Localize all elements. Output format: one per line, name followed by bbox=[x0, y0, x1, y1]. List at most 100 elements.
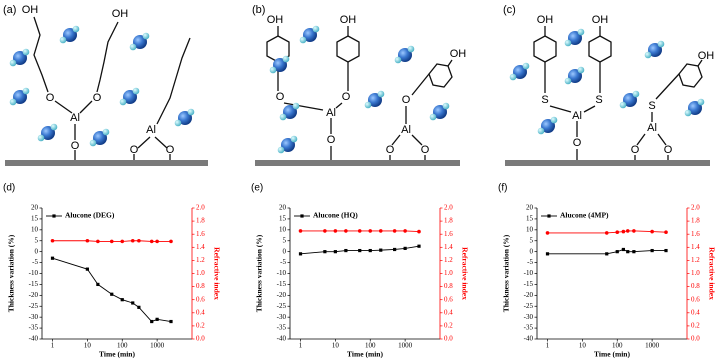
y-tick-label: -40 bbox=[277, 335, 287, 343]
y2-axis-title: Refractive index bbox=[707, 247, 716, 300]
y-tick-label: -30 bbox=[524, 313, 534, 321]
water bbox=[564, 28, 585, 47]
series-line bbox=[300, 230, 420, 233]
bonds bbox=[54, 100, 93, 160]
marker bbox=[368, 248, 372, 253]
water bbox=[509, 62, 530, 81]
water bbox=[619, 90, 640, 109]
marker bbox=[378, 229, 383, 233]
marker bbox=[333, 229, 338, 233]
marker bbox=[85, 267, 89, 271]
atom-label: OH bbox=[450, 48, 467, 60]
x-tick-label: 1 bbox=[299, 342, 303, 350]
marker bbox=[621, 229, 626, 234]
y2-tick-label: 1.8 bbox=[444, 217, 453, 225]
panel-label: (f) bbox=[498, 183, 507, 194]
y2-tick-label: 0.2 bbox=[444, 322, 453, 330]
y2-tick-label: 1.6 bbox=[691, 230, 700, 238]
water bbox=[537, 116, 558, 135]
marker bbox=[96, 239, 100, 244]
atom-label: O bbox=[166, 144, 175, 156]
y-tick-label: -15 bbox=[277, 280, 287, 288]
marker bbox=[85, 238, 90, 243]
y-tick-label: 5 bbox=[35, 236, 39, 244]
marker bbox=[96, 282, 100, 287]
marker bbox=[615, 230, 620, 235]
panel-label: (a) bbox=[3, 4, 16, 16]
y-tick-label: -15 bbox=[524, 280, 534, 288]
y2-tick-label: 1.6 bbox=[196, 230, 205, 238]
marker bbox=[169, 319, 173, 324]
y2-tick-label: 0.0 bbox=[444, 335, 453, 343]
y-tick-label: 5 bbox=[283, 236, 287, 244]
series-line bbox=[52, 257, 172, 323]
y-tick-label: -25 bbox=[29, 302, 39, 310]
diagram-a: (a) OH OH O O Al O Al O O bbox=[3, 4, 208, 166]
legend-label: Alucone (DEG) bbox=[65, 211, 115, 220]
x-tick-label: 1000 bbox=[150, 342, 165, 350]
marker bbox=[604, 231, 609, 235]
atom-label: O bbox=[573, 137, 582, 149]
series-line bbox=[547, 248, 667, 255]
y2-tick-label: 2.0 bbox=[196, 204, 205, 212]
y2-tick-label: 1.0 bbox=[691, 269, 700, 277]
atom-label: O bbox=[631, 144, 640, 156]
atom-label: OH bbox=[22, 4, 39, 16]
y-tick-label: 20 bbox=[31, 204, 39, 212]
bonds bbox=[277, 26, 453, 160]
diagram-c: (c) OH OH OH S S Al O S Al O O bbox=[503, 4, 714, 166]
marker bbox=[155, 317, 159, 321]
marker bbox=[632, 229, 636, 233]
atom-label: Al bbox=[70, 112, 80, 124]
diagram-b: (b) OH OH OH O O Al O O Al O O bbox=[252, 4, 466, 166]
ring bbox=[588, 35, 612, 63]
y2-tick-label: 0.2 bbox=[691, 322, 700, 330]
y-tick-label: -20 bbox=[277, 291, 287, 299]
marker bbox=[545, 231, 550, 235]
atom-label: OH bbox=[537, 14, 554, 26]
atom-label: Al bbox=[572, 110, 582, 122]
legend-marker bbox=[300, 214, 304, 218]
bonds bbox=[133, 37, 191, 160]
water bbox=[684, 98, 705, 117]
water bbox=[129, 32, 150, 51]
series-line bbox=[300, 245, 420, 255]
marker bbox=[298, 252, 303, 256]
marker bbox=[632, 250, 636, 254]
marker bbox=[621, 247, 625, 252]
marker bbox=[169, 239, 173, 244]
marker bbox=[50, 238, 55, 243]
panel-label: (e) bbox=[251, 183, 263, 194]
chain bbox=[33, 16, 49, 93]
atom-label: Al bbox=[647, 122, 657, 134]
atom-label: O bbox=[664, 144, 673, 156]
y2-tick-label: 1.2 bbox=[196, 256, 205, 264]
y2-tick-label: 0.4 bbox=[444, 308, 453, 316]
y-tick-label: 20 bbox=[526, 204, 534, 212]
marker bbox=[120, 298, 124, 302]
x-axis-title: Time (min) bbox=[347, 350, 383, 359]
atom-label: OH bbox=[112, 8, 129, 20]
x-axis-title: Time (min) bbox=[594, 350, 630, 359]
water bbox=[9, 48, 30, 67]
x-tick-label: 100 bbox=[365, 342, 376, 350]
atom-label: O bbox=[71, 140, 80, 152]
marker bbox=[155, 239, 159, 244]
water bbox=[279, 102, 300, 121]
marker bbox=[650, 248, 654, 253]
marker bbox=[403, 229, 407, 233]
y2-tick-label: 1.4 bbox=[196, 243, 205, 251]
y-tick-label: -20 bbox=[29, 291, 39, 299]
y2-tick-label: 0.2 bbox=[196, 322, 205, 330]
y2-tick-label: 2.0 bbox=[444, 204, 453, 212]
y2-tick-label: 1.6 bbox=[444, 230, 453, 238]
marker bbox=[615, 250, 619, 254]
y2-tick-label: 0.4 bbox=[691, 308, 700, 316]
water bbox=[119, 87, 140, 106]
atom-label: OH bbox=[698, 50, 715, 62]
atom-label: O bbox=[327, 134, 336, 146]
y-tick-label: 10 bbox=[31, 225, 39, 233]
marker bbox=[358, 248, 362, 253]
marker bbox=[417, 229, 421, 234]
marker bbox=[109, 239, 114, 244]
